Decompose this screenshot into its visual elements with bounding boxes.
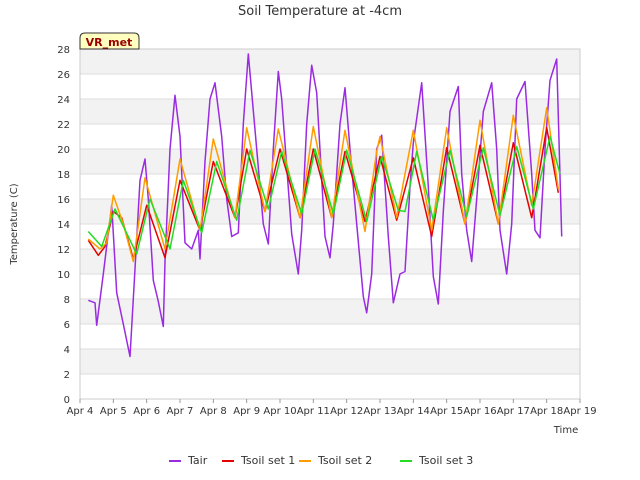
- x-tick-label: Apr 17: [497, 406, 530, 417]
- legend-label: Tsoil set 2: [317, 454, 372, 467]
- x-tick-label: Apr 12: [330, 406, 363, 417]
- y-tick-label: 20: [57, 145, 70, 156]
- y-tick-label: 28: [57, 45, 70, 56]
- axes: [79, 48, 581, 400]
- legend-label: Tsoil set 1: [240, 454, 295, 467]
- y-tick-label: 0: [64, 395, 70, 406]
- legend-item: Tsoil set 3: [400, 454, 473, 467]
- series-line-3: [87, 107, 560, 263]
- grid-band: [80, 299, 580, 324]
- x-axis-label: Time: [553, 425, 578, 436]
- grid-band: [80, 99, 580, 124]
- grid-band: [80, 349, 580, 374]
- y-tick-label: 16: [57, 195, 70, 206]
- grid-band: [80, 49, 580, 74]
- legend-label: Tsoil set 3: [418, 454, 473, 467]
- plot-border: [79, 48, 581, 400]
- x-tick-label: Apr 14: [397, 406, 430, 417]
- y-tick-label: 26: [57, 70, 70, 81]
- series-line-4: [87, 135, 561, 255]
- y-tick-label: 6: [64, 320, 70, 331]
- y-tick-label: 24: [57, 95, 70, 106]
- y-axis-label: Temperature (C): [9, 183, 20, 265]
- y-tick-label: 8: [64, 295, 70, 306]
- y-tick-label: 2: [64, 370, 70, 381]
- x-axis-ticks: Apr 4 Apr 5 Apr 6 Apr 7 Apr 8 Apr 9 Apr 10 Apr …: [67, 399, 597, 417]
- x-tick-label: Apr 6: [133, 406, 160, 417]
- x-tick-label: Apr 19: [563, 406, 596, 417]
- legend-label: Tair: [187, 454, 208, 467]
- x-tick-label: Apr 10: [263, 406, 296, 417]
- y-tick-label: 22: [57, 120, 70, 131]
- y-tick-label: 10: [57, 270, 70, 281]
- x-tick-label: Apr 7: [167, 406, 194, 417]
- x-tick-label: Apr 11: [297, 406, 330, 417]
- badge-label: VR_met: [86, 36, 133, 49]
- series-lines: [87, 53, 563, 358]
- badge-box: [79, 32, 140, 50]
- chart-title: Soil Temperature at -4cm: [238, 4, 402, 19]
- station-badge: VR_met: [79, 32, 140, 50]
- x-tick-label: Apr 9: [233, 406, 260, 417]
- x-tick-label: Apr 4: [67, 406, 94, 417]
- legend-item: Tsoil set 2: [299, 454, 372, 467]
- y-tick-label: 14: [57, 220, 70, 231]
- x-tick-label: Apr 15: [430, 406, 463, 417]
- y-tick-label: 18: [57, 170, 70, 181]
- x-tick-label: Apr 5: [100, 406, 127, 417]
- x-tick-label: Apr 8: [200, 406, 227, 417]
- x-tick-label: Apr 16: [463, 406, 496, 417]
- x-tick-label: Apr 13: [363, 406, 396, 417]
- y-tick-label: 12: [57, 245, 70, 256]
- x-tick-label: Apr 18: [530, 406, 563, 417]
- legend-item: Tsoil set 1: [222, 454, 295, 467]
- legend-item: Tair: [169, 454, 208, 467]
- legend: Tair Tsoil set 1 Tsoil set 2 Tsoil set 3: [169, 454, 473, 467]
- y-tick-label: 4: [64, 345, 70, 356]
